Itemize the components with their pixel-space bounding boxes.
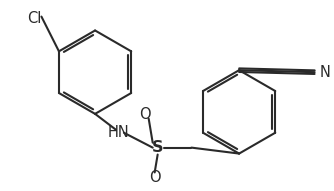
Text: O: O [139,107,151,122]
Text: N: N [320,65,330,80]
Text: S: S [152,140,163,155]
Text: Cl: Cl [27,11,42,26]
Text: O: O [149,170,161,185]
Text: HN: HN [108,125,130,140]
